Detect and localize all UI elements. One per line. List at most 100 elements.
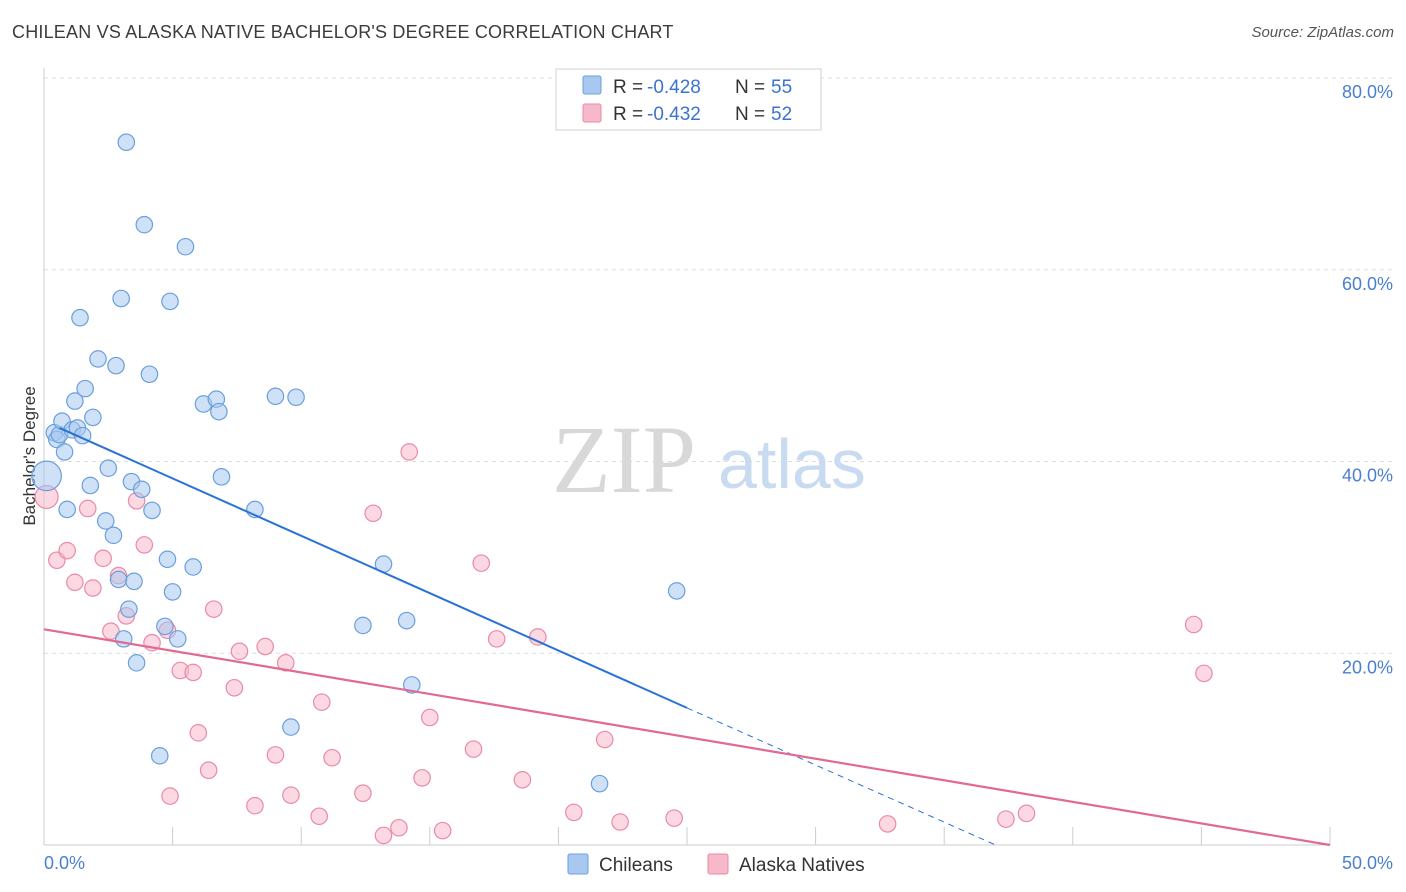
alaska-natives-point bbox=[78, 499, 97, 518]
series-legend-label-chileans: Chileans bbox=[599, 855, 673, 876]
alaska-natives-point bbox=[230, 642, 249, 661]
alaska-natives-trend-line bbox=[43, 628, 1331, 847]
alaska-natives-point bbox=[374, 826, 393, 845]
alaska-natives-point bbox=[58, 541, 76, 560]
alaska-natives-point bbox=[420, 708, 439, 727]
chileans-point bbox=[125, 572, 143, 591]
legend-r-value-chileans: -0.428 bbox=[647, 77, 701, 98]
alaska-natives-point bbox=[310, 807, 329, 826]
tick-labels: 20.0% 40.0% 60.0% 80.0% 0.0% 50.0% bbox=[44, 82, 1393, 873]
alaska-natives-point bbox=[323, 748, 341, 767]
alaska-natives-point bbox=[1184, 615, 1203, 634]
alaska-natives-point bbox=[225, 678, 244, 697]
chileans-point bbox=[104, 526, 123, 545]
chileans-point bbox=[287, 388, 305, 407]
chileans-point bbox=[143, 501, 161, 520]
alaska-natives-point bbox=[878, 815, 897, 833]
chileans-point bbox=[156, 617, 174, 636]
alaska-natives-point bbox=[1017, 804, 1036, 823]
alaska-natives-point bbox=[665, 809, 683, 827]
x-tick-label-min: 0.0% bbox=[44, 853, 85, 873]
chileans-trend-extension bbox=[686, 707, 996, 846]
chileans-point bbox=[140, 365, 159, 384]
chileans-point bbox=[397, 611, 416, 630]
chileans-point bbox=[55, 443, 74, 461]
chileans-trend-line bbox=[59, 427, 688, 709]
legend-n-value-chileans: 55 bbox=[771, 77, 792, 98]
alaska-natives-point bbox=[400, 443, 419, 461]
alaska-natives-point bbox=[565, 803, 583, 822]
series-legend-label-alaska-natives: Alaska Natives bbox=[739, 855, 865, 876]
y-axis-label: Bachelor's Degree bbox=[20, 386, 39, 525]
chileans-point bbox=[163, 583, 182, 601]
chileans-point bbox=[402, 676, 421, 694]
chileans-point bbox=[158, 550, 177, 569]
chileans-point bbox=[132, 480, 151, 499]
alaska-natives-point bbox=[184, 663, 202, 682]
alaska-natives-point bbox=[276, 654, 295, 672]
chileans-point bbox=[107, 356, 125, 375]
chileans-point bbox=[117, 133, 136, 152]
alaska-natives-point bbox=[266, 746, 285, 764]
chileans-point bbox=[89, 350, 107, 368]
chileans-point bbox=[212, 468, 231, 486]
chileans-point bbox=[184, 558, 202, 576]
legend-r-label-alaska-natives: R = bbox=[613, 104, 643, 125]
y-tick-label-60: 60.0% bbox=[1342, 274, 1393, 294]
chileans-point bbox=[84, 408, 102, 427]
alaska-natives-point bbox=[66, 573, 84, 592]
alaska-natives-point bbox=[997, 810, 1015, 828]
grid-lines bbox=[44, 77, 1392, 654]
chileans-point bbox=[58, 500, 76, 519]
legend-swatch-alaska-natives bbox=[582, 103, 602, 123]
alaska-natives-point bbox=[611, 813, 629, 831]
legend-n-label-alaska-natives: N = bbox=[735, 104, 765, 125]
trend-lines bbox=[43, 427, 1331, 847]
alaska-natives-point bbox=[312, 693, 331, 711]
chileans-point bbox=[667, 582, 686, 600]
chileans-point bbox=[135, 215, 154, 234]
legend-n-value-alaska-natives: 52 bbox=[771, 104, 792, 125]
alaska-natives-point bbox=[282, 786, 300, 804]
alaska-natives-point bbox=[199, 761, 218, 780]
alaska-natives-point bbox=[513, 771, 532, 789]
series-legend-swatch-chileans bbox=[567, 853, 589, 875]
alaska-natives-point bbox=[529, 628, 547, 646]
chileans-point bbox=[354, 616, 372, 635]
chileans-point bbox=[76, 379, 94, 398]
legend-r-value-alaska-natives: -0.432 bbox=[647, 104, 701, 125]
alaska-natives-point bbox=[487, 630, 506, 648]
chileans-point bbox=[176, 237, 195, 256]
alaska-natives-point bbox=[84, 579, 102, 597]
chileans-point bbox=[71, 308, 89, 327]
chileans-point bbox=[590, 774, 609, 793]
chileans-point bbox=[210, 402, 228, 421]
alaska-natives-point bbox=[390, 818, 408, 837]
chart-source: Source: ZipAtlas.com bbox=[1251, 24, 1394, 41]
alaska-natives-point bbox=[413, 769, 431, 787]
chileans-point bbox=[127, 654, 146, 672]
alaska-natives-point bbox=[364, 504, 383, 523]
alaska-natives-point bbox=[246, 796, 264, 815]
axes bbox=[43, 68, 1331, 846]
chileans-point bbox=[31, 460, 62, 492]
alaska-natives-point bbox=[204, 600, 223, 618]
alaska-natives-point bbox=[595, 730, 614, 749]
chart-title: CHILEAN VS ALASKA NATIVE BACHELOR'S DEGR… bbox=[12, 22, 674, 42]
chileans-point bbox=[282, 718, 300, 736]
series-legend-swatch-alaska-natives bbox=[707, 853, 729, 875]
legend-swatch-chileans bbox=[582, 75, 602, 95]
alaska-natives-point bbox=[433, 821, 452, 840]
alaska-natives-point bbox=[189, 724, 208, 742]
chileans-point bbox=[81, 476, 100, 495]
chileans-point bbox=[266, 387, 285, 406]
y-tick-label-40: 40.0% bbox=[1342, 466, 1393, 486]
watermark-zip: ZIP bbox=[552, 406, 696, 513]
y-tick-label-80: 80.0% bbox=[1342, 82, 1393, 102]
watermark: ZIP atlas bbox=[552, 406, 866, 513]
chileans-point bbox=[66, 392, 84, 410]
series-legend: Chileans Alaska Natives bbox=[567, 853, 865, 876]
y-tick-label-20: 20.0% bbox=[1342, 657, 1393, 677]
chileans-point bbox=[96, 512, 115, 530]
